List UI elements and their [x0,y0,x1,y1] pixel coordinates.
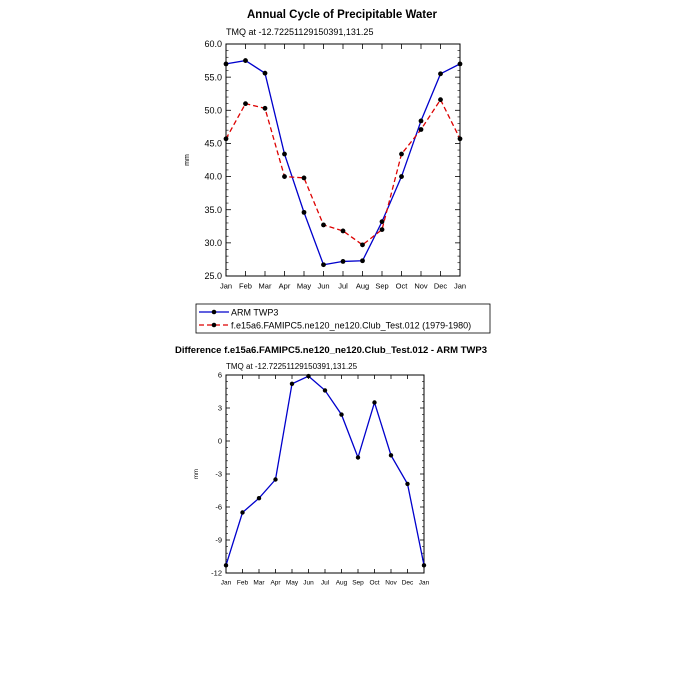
chart1-series-0-point [457,61,463,67]
chart1-series-1-point [321,222,326,228]
chart2-xtick-label: Jan [419,580,430,587]
chart1-series-1-point [438,97,443,103]
chart2-series-0-point [306,373,311,379]
chart2-xtick-label: Nov [385,580,397,587]
chart1-series-0-point [379,219,385,225]
chart2-series-0-point [355,455,361,460]
chart1-legend: ARM TWP3 f.e15a6.FAMIPC5.ne120_ne120.Clu… [195,303,491,334]
chart1-plot-area: 25.0 30.0 35.0 40.0 45.0 50.0 55.0 60.0 Jan Feb Ma… [204,39,466,290]
chart1-ytick-label: 25.0 [204,271,222,281]
chart2-ytick-label: -12 [211,569,222,578]
chart1-series-1-point [418,127,424,132]
chart1-xtick-label: Sep [375,282,388,291]
chart1-series-0-point [262,70,268,76]
chart2-plot-area: -12 -9 -6 -3 0 3 6 Jan Feb Mar Apr May Jun Jul Aug Sep O… [211,371,429,587]
chart2-ytick-label: -9 [215,536,222,545]
chart2-xtick-label: Feb [237,580,249,587]
chart2-xtick-label: May [286,580,299,587]
chart2-series-0-point [372,400,377,405]
chart1-series-0-point [360,258,365,264]
chart2-xtick-label: Dec [402,580,414,587]
chart2-y-axis-label: mm [194,469,200,479]
chart1-series-1-point [379,227,385,233]
legend-entry-model: f.e15a6.FAMIPC5.ne120_ne120.Club_Test.01… [199,321,471,331]
chart2-series-0-point [405,481,410,487]
chart1-ytick-label: 55.0 [204,72,222,82]
chart1-series-0-point [438,71,443,77]
legend-label-arm-twp3: ARM TWP3 [231,308,278,318]
chart2-ytick-label: 0 [218,437,222,446]
chart1-series-1-point [223,136,229,142]
legend-marker-model [211,322,217,328]
chart1-ytick-label: 30.0 [204,238,222,248]
legend-box [195,303,491,334]
chart1-xtick-label: Apr [279,282,291,291]
chart2-series-0-point [322,388,328,393]
chart1-series-0-point [399,174,404,179]
chart1-title: Annual Cycle of Precipitable Water [247,9,438,21]
chart2-series-0-point [240,510,245,515]
chart1-xtick-label: May [297,282,311,291]
chart2-series-0-point [388,453,394,458]
legend-label-model: f.e15a6.FAMIPC5.ne120_ne120.Club_Test.01… [231,321,471,331]
chart1-series-0-point [321,262,326,268]
chart2-ytick-label: -6 [215,503,222,512]
chart1-xtick-label: Jun [317,282,329,291]
chart2-series-0-point [223,563,229,568]
chart1-series-1-point [243,101,248,107]
chart1-xtick-label: Feb [239,282,252,291]
chart1-series-1-point [340,228,346,234]
chart1-xtick-label: Nov [414,282,428,291]
annual-cycle-chart: Annual Cycle of Precipitable Water TMQ a… [184,9,491,334]
chart2-xtick-label: Jan [221,580,232,587]
chart1-xtick-label: Dec [434,282,448,291]
chart1-ytick-label: 40.0 [204,172,222,182]
chart1-ytick-label: 35.0 [204,205,222,215]
chart1-series-1-point [360,242,365,248]
chart2-xtick-label: Aug [336,580,348,587]
chart1-y-axis-label: mm [184,154,191,166]
chart1-series-1-point [399,151,404,157]
chart2-series-0-point [256,496,262,501]
chart2-series-0-point [289,381,295,386]
chart1-xtick-label: Jan [220,282,232,291]
chart1-series-1-point [282,174,287,179]
chart2-xtick-label: Sep [352,580,364,587]
chart1-ytick-label: 45.0 [204,139,222,149]
chart2-xtick-label: Jul [321,580,330,587]
chart1-subtitle: TMQ at -12.72251129150391,131.25 [226,27,373,37]
difference-chart: Difference f.e15a6.FAMIPC5.ne120_ne120.C… [175,345,487,587]
chart2-xtick-label: Mar [253,580,265,587]
chart1-xtick-label: Oct [396,282,409,291]
chart1-series-0-point [301,209,307,215]
chart2-series-0-point [339,412,344,417]
legend-entry-arm-twp3: ARM TWP3 [199,308,278,318]
chart2-ytick-label: -3 [215,470,222,479]
chart1-xtick-label: Mar [259,282,272,291]
chart1-ytick-label: 60.0 [204,39,222,49]
chart2-xtick-label: Apr [270,580,281,587]
chart2-xtick-label: Oct [369,580,379,587]
chart1-series-0-point [223,61,229,67]
chart1-series-1-point [457,136,463,142]
chart2-subtitle: TMQ at -12.72251129150391,131.25 [226,362,358,371]
chart2-series-0-point [421,563,427,568]
chart2-ytick-label: 6 [218,371,222,380]
chart1-series-0-point [340,259,346,264]
chart1-xtick-label: Jul [338,282,348,291]
chart2-xtick-label: Jun [303,580,314,587]
chart2-ytick-label: 3 [218,404,222,413]
chart1-series-0-point [282,151,287,157]
chart1-series-0-point [243,58,248,63]
chart1-series-1-point [262,105,268,111]
chart2-series-0-point [273,477,278,482]
chart1-ytick-label: 50.0 [204,105,222,115]
chart2-title: Difference f.e15a6.FAMIPC5.ne120_ne120.C… [175,345,487,356]
chart1-xtick-label: Aug [356,282,369,291]
legend-marker-arm-twp3 [211,309,217,315]
chart1-series-0-point [418,118,424,124]
chart1-series-1-point [301,175,307,181]
chart1-xtick-label: Jan [454,282,466,291]
